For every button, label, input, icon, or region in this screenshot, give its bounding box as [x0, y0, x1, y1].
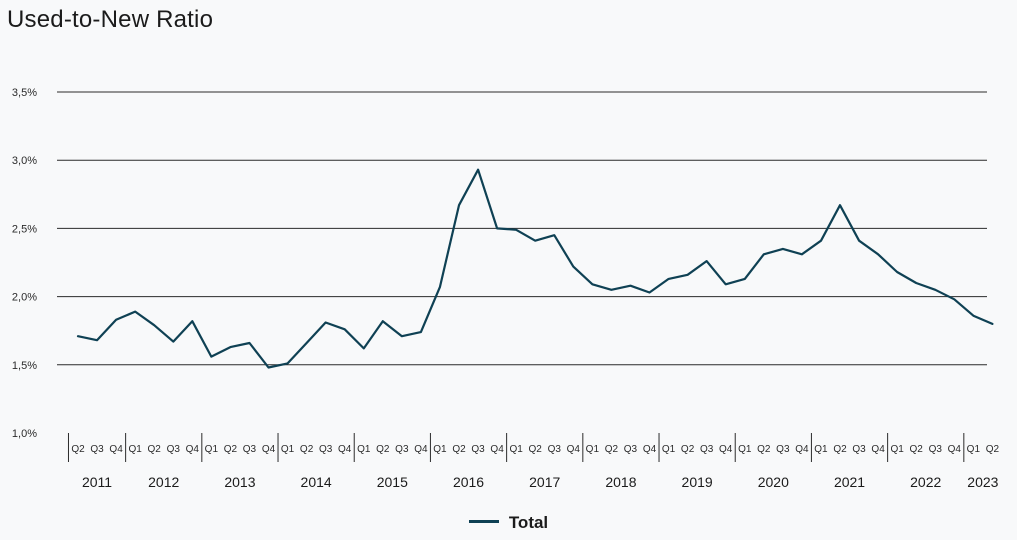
quarter-tick-label: Q2	[224, 444, 238, 455]
quarter-tick-label: Q4	[719, 444, 733, 455]
quarter-tick-label: Q1	[128, 444, 142, 455]
quarter-tick-label: Q2	[300, 444, 314, 455]
quarter-tick-label: Q2	[529, 444, 543, 455]
quarter-tick-label: Q2	[833, 444, 847, 455]
x-axis: Q2 Q3 Q4 Q1 Q2 Q3 Q4 Q1 Q2 Q3 Q4 Q1 Q2 Q3 Q4 Q1 Q2 Q3 Q4 Q1…	[67, 433, 1000, 490]
quarter-tick-label: Q3	[167, 444, 181, 455]
quarter-tick-label: Q2	[148, 444, 162, 455]
quarter-tick-label: Q4	[186, 444, 200, 455]
year-label: 2021	[834, 474, 865, 490]
year-label: 2017	[529, 474, 560, 490]
quarter-tick-label: Q2	[605, 444, 619, 455]
year-label: 2020	[758, 474, 789, 490]
quarter-tick-label: Q1	[814, 444, 828, 455]
quarter-tick-label: Q3	[395, 444, 409, 455]
quarter-tick-label: Q2	[986, 444, 1000, 455]
quarter-tick-label: Q3	[776, 444, 790, 455]
quarter-tick-label: Q3	[929, 444, 943, 455]
quarter-tick-label: Q3	[624, 444, 638, 455]
y-tick-label: 3,5%	[12, 87, 37, 99]
quarter-tick-label: Q4	[643, 444, 657, 455]
year-label: 2012	[148, 474, 179, 490]
quarter-tick-label: Q3	[471, 444, 485, 455]
year-label: 2013	[224, 474, 255, 490]
y-tick-label: 2,5%	[12, 223, 37, 235]
quarter-tick-label: Q2	[910, 444, 924, 455]
y-tick-label: 3,0%	[12, 155, 37, 167]
quarter-tick-label: Q2	[452, 444, 466, 455]
quarter-tick-label: Q1	[509, 444, 523, 455]
quarter-tick-label: Q2	[681, 444, 695, 455]
year-label: 2019	[682, 474, 713, 490]
quarter-tick-label: Q2	[376, 444, 390, 455]
quarter-tick-label: Q4	[338, 444, 352, 455]
quarter-tick-label: Q2	[71, 444, 85, 455]
quarter-tick-label: Q3	[243, 444, 257, 455]
quarter-tick-label: Q3	[852, 444, 866, 455]
quarter-tick-label: Q1	[967, 444, 981, 455]
quarter-tick-label: Q4	[262, 444, 276, 455]
quarter-tick-label: Q1	[738, 444, 752, 455]
quarter-tick-label: Q4	[948, 444, 962, 455]
quarter-tick-label: Q1	[433, 444, 447, 455]
quarter-tick-label: Q4	[567, 444, 581, 455]
year-label: 2015	[377, 474, 408, 490]
legend-label-total: Total	[508, 513, 549, 532]
quarter-tick-label: Q3	[90, 444, 104, 455]
quarter-tick-label: Q1	[357, 444, 371, 455]
y-axis-ticks: 1,0% 1,5% 2,0% 2,5% 3,0% 3,5%	[12, 87, 37, 440]
legend: Total	[0, 513, 1017, 533]
year-label: 2016	[453, 474, 484, 490]
quarter-tick-label: Q4	[414, 444, 428, 455]
year-label: 2011	[82, 474, 112, 490]
quarter-tick-label: Q4	[490, 444, 504, 455]
year-label: 2022	[910, 474, 941, 490]
quarter-tick-label: Q2	[757, 444, 771, 455]
quarter-tick-label: Q1	[281, 444, 295, 455]
quarter-tick-label: Q3	[319, 444, 333, 455]
year-label: 2014	[301, 474, 332, 490]
quarter-tick-label: Q3	[700, 444, 714, 455]
quarter-tick-label: Q1	[662, 444, 676, 455]
year-label: 2023	[967, 474, 998, 490]
quarter-tick-label: Q1	[890, 444, 904, 455]
quarter-tick-label: Q1	[586, 444, 600, 455]
y-tick-label: 1,5%	[12, 360, 37, 372]
quarter-tick-label: Q4	[795, 444, 809, 455]
y-tick-label: 1,0%	[12, 428, 37, 440]
quarter-tick-label: Q1	[205, 444, 219, 455]
legend-swatch	[468, 520, 499, 524]
series-lines	[76, 168, 994, 369]
quarter-tick-label: Q3	[548, 444, 562, 455]
series-line-total	[76, 168, 994, 369]
chart-title: Used-to-New Ratio	[7, 6, 214, 33]
y-tick-label: 2,0%	[12, 292, 37, 304]
quarter-tick-label: Q4	[109, 444, 123, 455]
grid-lines	[57, 91, 987, 366]
year-label: 2018	[605, 474, 636, 490]
quarter-tick-label: Q4	[871, 444, 885, 455]
